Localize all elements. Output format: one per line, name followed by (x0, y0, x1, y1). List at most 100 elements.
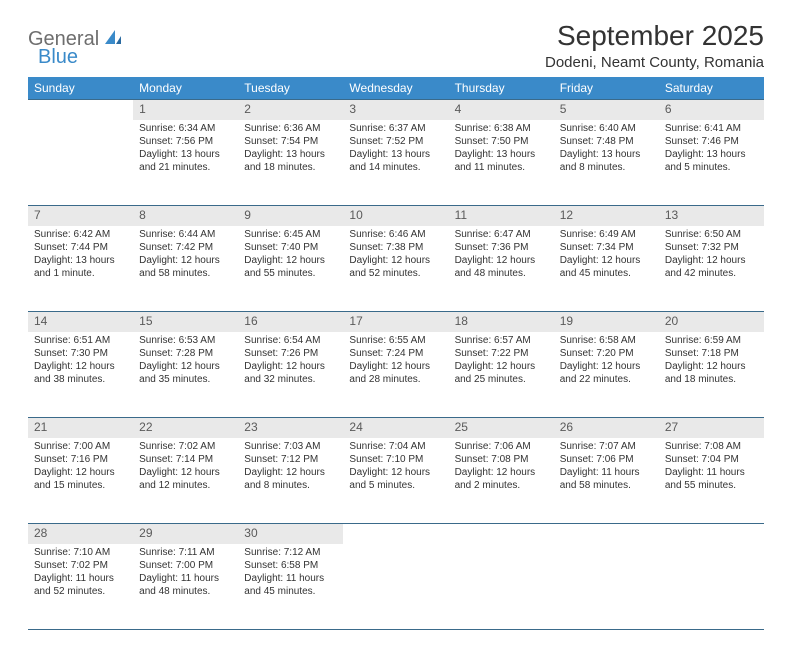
day-info-line: Sunset: 7:26 PM (244, 347, 337, 360)
day-info-line: Daylight: 12 hours and 55 minutes. (244, 254, 337, 280)
day-number-row: 282930 (28, 524, 764, 544)
day-info-line: Sunset: 7:08 PM (455, 453, 548, 466)
day-info-line: Daylight: 11 hours and 52 minutes. (34, 572, 127, 598)
day-cell (343, 544, 448, 630)
day-info-line: Sunrise: 7:02 AM (139, 440, 232, 453)
day-info-line: Sunrise: 6:50 AM (665, 228, 758, 241)
day-cell: Sunrise: 6:54 AMSunset: 7:26 PMDaylight:… (238, 332, 343, 418)
day-cell: Sunrise: 6:50 AMSunset: 7:32 PMDaylight:… (659, 226, 764, 312)
header: General September 2025 Dodeni, Neamt Cou… (28, 20, 764, 71)
day-number: 19 (554, 312, 659, 332)
day-info-line: Sunset: 7:12 PM (244, 453, 337, 466)
day-info-line: Sunrise: 7:04 AM (349, 440, 442, 453)
day-cell: Sunrise: 6:47 AMSunset: 7:36 PMDaylight:… (449, 226, 554, 312)
day-info-line: Sunset: 7:52 PM (349, 135, 442, 148)
day-number: 11 (449, 206, 554, 226)
day-number: 12 (554, 206, 659, 226)
day-info-line: Daylight: 11 hours and 45 minutes. (244, 572, 337, 598)
day-info-line: Daylight: 12 hours and 42 minutes. (665, 254, 758, 280)
day-info-line: Sunrise: 6:46 AM (349, 228, 442, 241)
day-number: 3 (343, 100, 448, 120)
day-info-line: Sunset: 7:40 PM (244, 241, 337, 254)
weekday-header: Tuesday (238, 77, 343, 100)
weekday-header: Sunday (28, 77, 133, 100)
calendar-table: Sunday Monday Tuesday Wednesday Thursday… (28, 77, 764, 630)
day-cell: Sunrise: 6:36 AMSunset: 7:54 PMDaylight:… (238, 120, 343, 206)
day-number: 17 (343, 312, 448, 332)
day-number: 30 (238, 524, 343, 544)
day-cell: Sunrise: 6:57 AMSunset: 7:22 PMDaylight:… (449, 332, 554, 418)
day-cell (659, 544, 764, 630)
day-info-line: Sunrise: 6:57 AM (455, 334, 548, 347)
day-cell: Sunrise: 7:07 AMSunset: 7:06 PMDaylight:… (554, 438, 659, 524)
day-number: 21 (28, 418, 133, 438)
day-info-line: Sunset: 7:30 PM (34, 347, 127, 360)
day-info-line: Sunset: 7:06 PM (560, 453, 653, 466)
day-info-line: Sunset: 7:54 PM (244, 135, 337, 148)
logo-text-blue: Blue (38, 46, 78, 68)
day-info-line: Daylight: 12 hours and 28 minutes. (349, 360, 442, 386)
day-content-row: Sunrise: 6:42 AMSunset: 7:44 PMDaylight:… (28, 226, 764, 312)
day-info-line: Sunrise: 6:49 AM (560, 228, 653, 241)
day-info-line: Sunset: 7:44 PM (34, 241, 127, 254)
day-info-line: Sunset: 7:02 PM (34, 559, 127, 572)
day-info-line: Sunset: 7:18 PM (665, 347, 758, 360)
day-info-line: Daylight: 12 hours and 25 minutes. (455, 360, 548, 386)
day-info-line: Sunset: 7:22 PM (455, 347, 548, 360)
day-info-line: Daylight: 12 hours and 8 minutes. (244, 466, 337, 492)
day-info-line: Daylight: 12 hours and 35 minutes. (139, 360, 232, 386)
day-number (659, 524, 764, 544)
day-number: 16 (238, 312, 343, 332)
day-info-line: Sunrise: 6:51 AM (34, 334, 127, 347)
day-info-line: Daylight: 13 hours and 18 minutes. (244, 148, 337, 174)
day-info-line: Daylight: 12 hours and 38 minutes. (34, 360, 127, 386)
day-info-line: Sunrise: 7:00 AM (34, 440, 127, 453)
day-number: 26 (554, 418, 659, 438)
weekday-header: Saturday (659, 77, 764, 100)
location: Dodeni, Neamt County, Romania (545, 54, 764, 71)
weekday-header: Friday (554, 77, 659, 100)
weekday-header-row: Sunday Monday Tuesday Wednesday Thursday… (28, 77, 764, 100)
day-info-line: Sunset: 7:04 PM (665, 453, 758, 466)
day-number: 18 (449, 312, 554, 332)
day-info-line: Sunrise: 6:41 AM (665, 122, 758, 135)
day-info-line: Daylight: 12 hours and 58 minutes. (139, 254, 232, 280)
day-info-line: Sunrise: 6:40 AM (560, 122, 653, 135)
day-info-line: Sunset: 7:42 PM (139, 241, 232, 254)
day-info-line: Sunset: 7:38 PM (349, 241, 442, 254)
day-number: 28 (28, 524, 133, 544)
day-cell (554, 544, 659, 630)
day-number: 14 (28, 312, 133, 332)
day-cell: Sunrise: 7:00 AMSunset: 7:16 PMDaylight:… (28, 438, 133, 524)
day-number (554, 524, 659, 544)
logo-sail-icon (103, 28, 123, 51)
day-content-row: Sunrise: 7:10 AMSunset: 7:02 PMDaylight:… (28, 544, 764, 630)
day-cell: Sunrise: 7:08 AMSunset: 7:04 PMDaylight:… (659, 438, 764, 524)
day-number: 1 (133, 100, 238, 120)
day-cell: Sunrise: 6:58 AMSunset: 7:20 PMDaylight:… (554, 332, 659, 418)
day-info-line: Daylight: 12 hours and 48 minutes. (455, 254, 548, 280)
day-cell: Sunrise: 7:02 AMSunset: 7:14 PMDaylight:… (133, 438, 238, 524)
day-info-line: Sunset: 7:10 PM (349, 453, 442, 466)
day-cell: Sunrise: 6:38 AMSunset: 7:50 PMDaylight:… (449, 120, 554, 206)
day-cell: Sunrise: 6:49 AMSunset: 7:34 PMDaylight:… (554, 226, 659, 312)
day-info-line: Sunrise: 6:54 AM (244, 334, 337, 347)
day-info-line: Daylight: 12 hours and 12 minutes. (139, 466, 232, 492)
day-info-line: Sunset: 7:00 PM (139, 559, 232, 572)
day-cell: Sunrise: 7:06 AMSunset: 7:08 PMDaylight:… (449, 438, 554, 524)
day-info-line: Daylight: 13 hours and 5 minutes. (665, 148, 758, 174)
day-info-line: Sunrise: 7:11 AM (139, 546, 232, 559)
day-cell: Sunrise: 6:40 AMSunset: 7:48 PMDaylight:… (554, 120, 659, 206)
day-info-line: Daylight: 13 hours and 11 minutes. (455, 148, 548, 174)
day-info-line: Sunrise: 6:42 AM (34, 228, 127, 241)
day-info-line: Daylight: 13 hours and 21 minutes. (139, 148, 232, 174)
day-info-line: Daylight: 13 hours and 1 minute. (34, 254, 127, 280)
day-info-line: Sunrise: 6:36 AM (244, 122, 337, 135)
day-number: 15 (133, 312, 238, 332)
day-info-line: Daylight: 13 hours and 8 minutes. (560, 148, 653, 174)
day-cell: Sunrise: 6:44 AMSunset: 7:42 PMDaylight:… (133, 226, 238, 312)
day-content-row: Sunrise: 6:51 AMSunset: 7:30 PMDaylight:… (28, 332, 764, 418)
day-number-row: 78910111213 (28, 206, 764, 226)
month-title: September 2025 (545, 20, 764, 52)
day-number: 13 (659, 206, 764, 226)
